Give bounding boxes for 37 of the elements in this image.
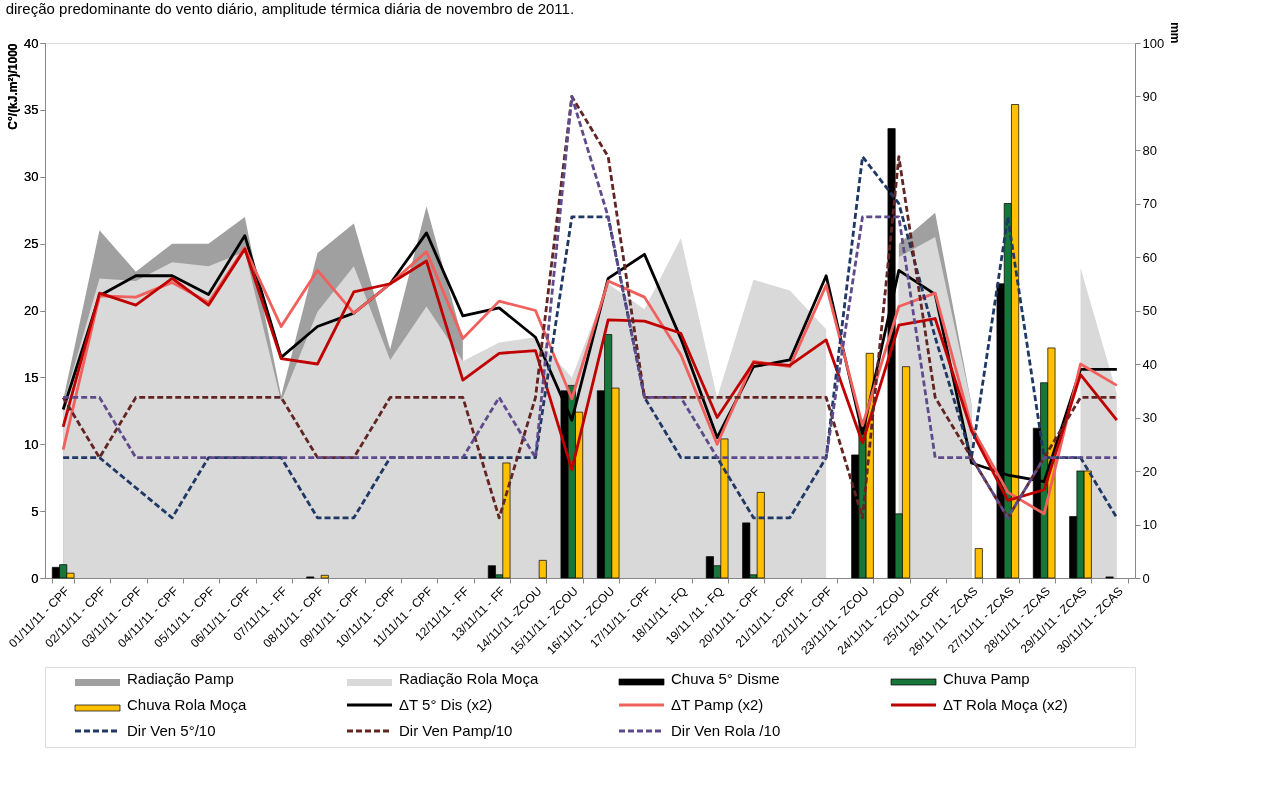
legend-label: ΔT Pamp (x2) (671, 696, 764, 713)
y-tick-label: 25 (24, 236, 39, 252)
y2-tick-label: 90 (1142, 89, 1157, 104)
y-tick-label: 30 (24, 169, 39, 185)
chart-title: direção predominante do vento diário, amplitude térmica diária de novembro de 2011. (5, 0, 575, 18)
legend-label: Radiação Rola Moça (399, 670, 539, 687)
bar (974, 548, 983, 579)
y2-tick-label: 0 (1142, 570, 1150, 586)
bar (320, 574, 329, 579)
y2-tick-label: 40 (1142, 356, 1157, 372)
legend-label: Chuva Pamp (943, 670, 1030, 687)
legend-label: ΔT Rola Moça (x2) (943, 696, 1068, 713)
y-tick-label: 40 (24, 35, 39, 51)
y-tick-label: 5 (31, 503, 39, 519)
legend-label: ΔT 5° Dis (x2) (399, 696, 493, 713)
y-tick-label: 0 (31, 570, 39, 586)
y-axis-title: C°/(kJ.m²)/1000 (6, 43, 21, 130)
y-tick-label: 20 (24, 303, 39, 318)
y-tick-label: 10 (24, 436, 39, 452)
legend-label: Radiação Pamp (127, 670, 234, 687)
y2-tick-label: 30 (1142, 410, 1157, 425)
legend-label: Dir Ven Rola /10 (671, 722, 781, 739)
y2-tick-label: 20 (1142, 463, 1157, 479)
y2-axis-title: mm (1168, 22, 1183, 44)
legend-label: Dir Ven 5°/10 (127, 722, 216, 739)
y2-tick-label: 70 (1142, 196, 1157, 211)
legend-label: Chuva 5° Disme (671, 670, 780, 687)
y2-tick-label: 60 (1142, 249, 1157, 265)
legend-label: Dir Ven Pamp/10 (399, 722, 513, 739)
y2-tick-label: 80 (1142, 142, 1157, 158)
bar (538, 560, 547, 579)
y-tick-label: 35 (24, 102, 39, 118)
y2-tick-label: 100 (1142, 35, 1165, 51)
legend-label: Chuva Rola Moça (127, 696, 247, 713)
y-tick-label: 15 (24, 369, 39, 385)
y2-tick-label: 10 (1142, 517, 1157, 532)
y2-tick-label: 50 (1142, 303, 1157, 318)
